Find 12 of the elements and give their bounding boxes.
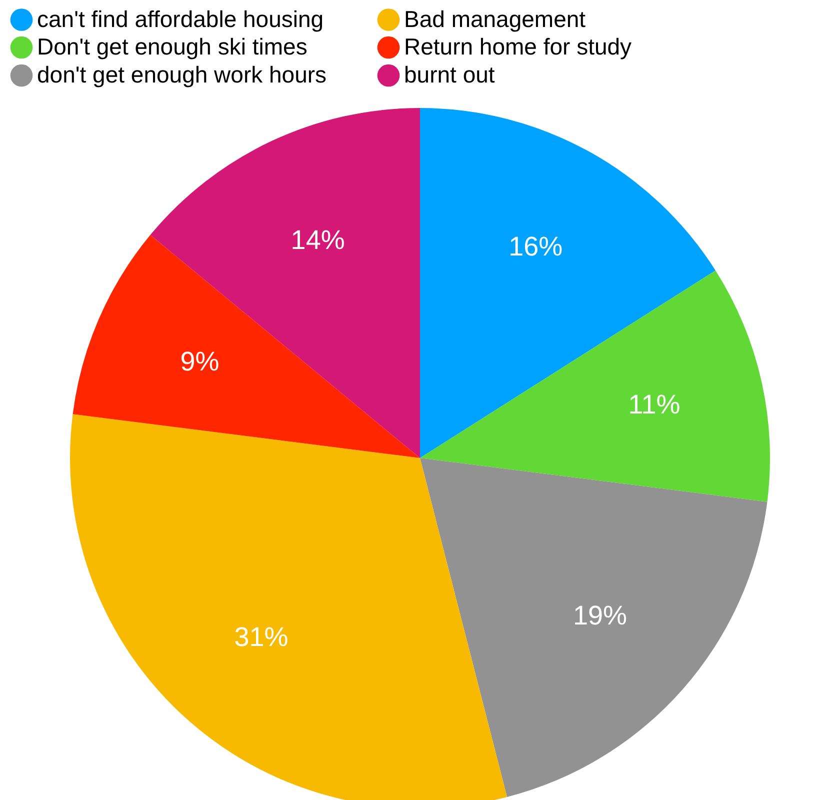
data-label: 14%	[290, 224, 345, 255]
data-label: 16%	[508, 232, 563, 262]
legend-label: Bad management	[404, 6, 586, 32]
legend-label: Don't get enough ski times	[37, 34, 308, 60]
data-label: 11%	[628, 390, 680, 420]
legend-label: Return home for study	[404, 34, 632, 60]
legend-label: burnt out	[404, 62, 496, 88]
data-label: 19%	[573, 600, 628, 631]
legend-label: don't get enough work hours	[37, 62, 327, 88]
data-label: 9%	[180, 346, 220, 377]
data-label: 31%	[234, 622, 288, 652]
legend-label: can't find affordable housing	[37, 6, 324, 32]
